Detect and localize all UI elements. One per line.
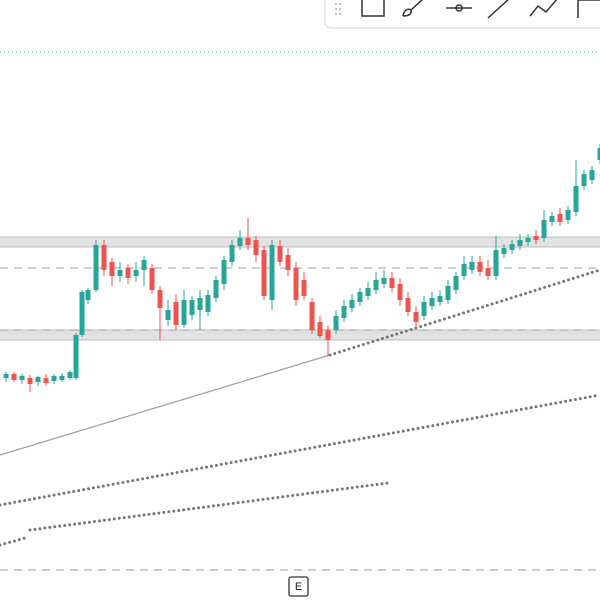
event-marker-box [288, 576, 309, 597]
candle-wicks [13, 208, 561, 392]
candle-bodies [3, 148, 600, 382]
drawing-toolbar [324, 0, 600, 29]
event-marker-label: E [295, 581, 302, 593]
dotted-trend[interactable] [0, 536, 27, 547]
zone-band[interactable] [0, 329, 600, 341]
event-marker[interactable]: E [288, 576, 309, 597]
dotted-trend[interactable] [328, 268, 600, 357]
dotted-trend-lines [0, 268, 600, 547]
tool-brush[interactable] [402, 0, 424, 17]
toolbar-panel [324, 0, 600, 29]
tool-horizontal-line[interactable] [446, 4, 472, 12]
drag-handle[interactable] [335, 3, 341, 15]
tool-callout[interactable] [577, 0, 600, 18]
dotted-trend[interactable] [0, 393, 600, 507]
tool-trend-line[interactable] [487, 0, 510, 19]
zone-band[interactable] [0, 236, 600, 248]
candle-bodies [11, 214, 563, 384]
tool-path[interactable] [529, 0, 558, 17]
tool-rectangle[interactable] [361, 0, 385, 17]
trend-line[interactable] [0, 354, 331, 456]
dotted-trend[interactable] [28, 481, 390, 532]
